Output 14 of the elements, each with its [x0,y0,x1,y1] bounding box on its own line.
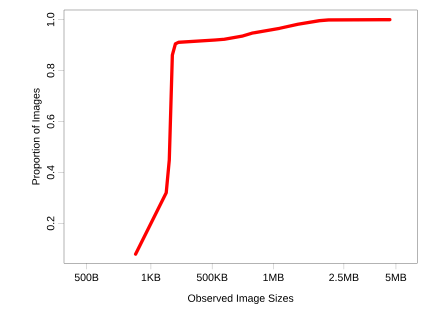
x-tick-label: 500KB [196,274,228,282]
y-tick-label: 0.2 [46,216,54,230]
y-tick-label: 0.8 [46,64,54,78]
x-axis-title: Observed Image Sizes [188,294,294,304]
x-tick-label: 2.5MB [329,274,358,282]
x-tick-label: 1KB [142,274,160,281]
x-tick-label: 5MB [386,274,406,282]
x-tick-label: 1MB [263,274,284,281]
y-tick-label: 0.4 [46,165,54,180]
y-tick-label: 0.6 [46,114,54,128]
y-axis-title: Proportion of Images [32,88,42,185]
line-series [134,18,392,256]
x-tick-label: 500B [74,274,98,282]
y-tick-label: 1.0 [46,12,54,26]
